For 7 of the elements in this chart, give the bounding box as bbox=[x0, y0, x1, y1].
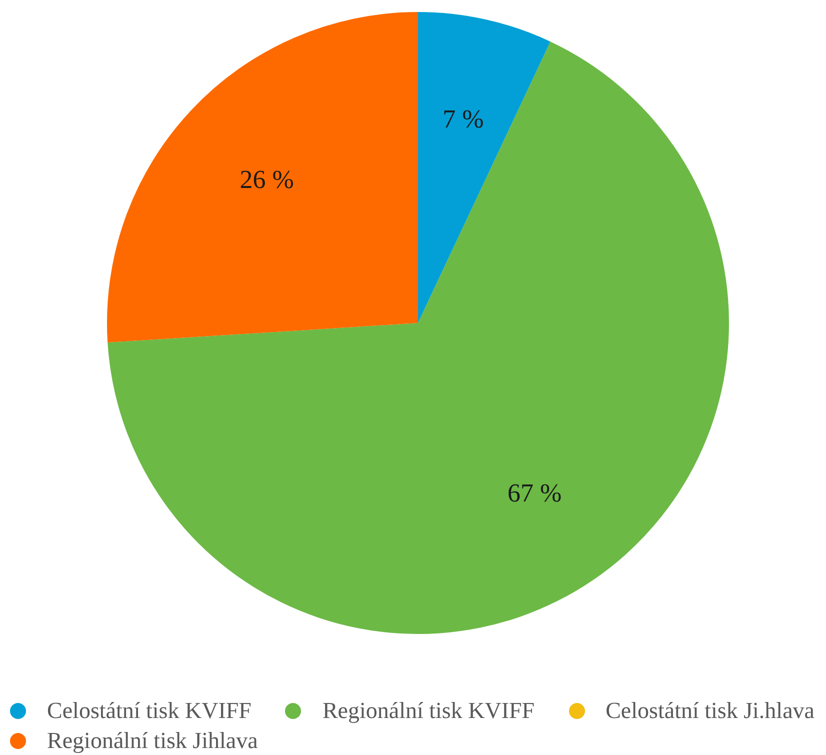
legend-label: Celostátní tisk KVIFF bbox=[47, 697, 252, 725]
legend-label: Regionální tisk Jihlava bbox=[47, 727, 258, 755]
data-label: 67 % bbox=[508, 478, 562, 508]
legend-label: Regionální tisk KVIFF bbox=[322, 697, 535, 725]
data-label: 26 % bbox=[240, 164, 294, 194]
data-label: 7 % bbox=[442, 104, 484, 134]
legend-label: Celostátní tisk Ji.hlava bbox=[606, 697, 814, 725]
